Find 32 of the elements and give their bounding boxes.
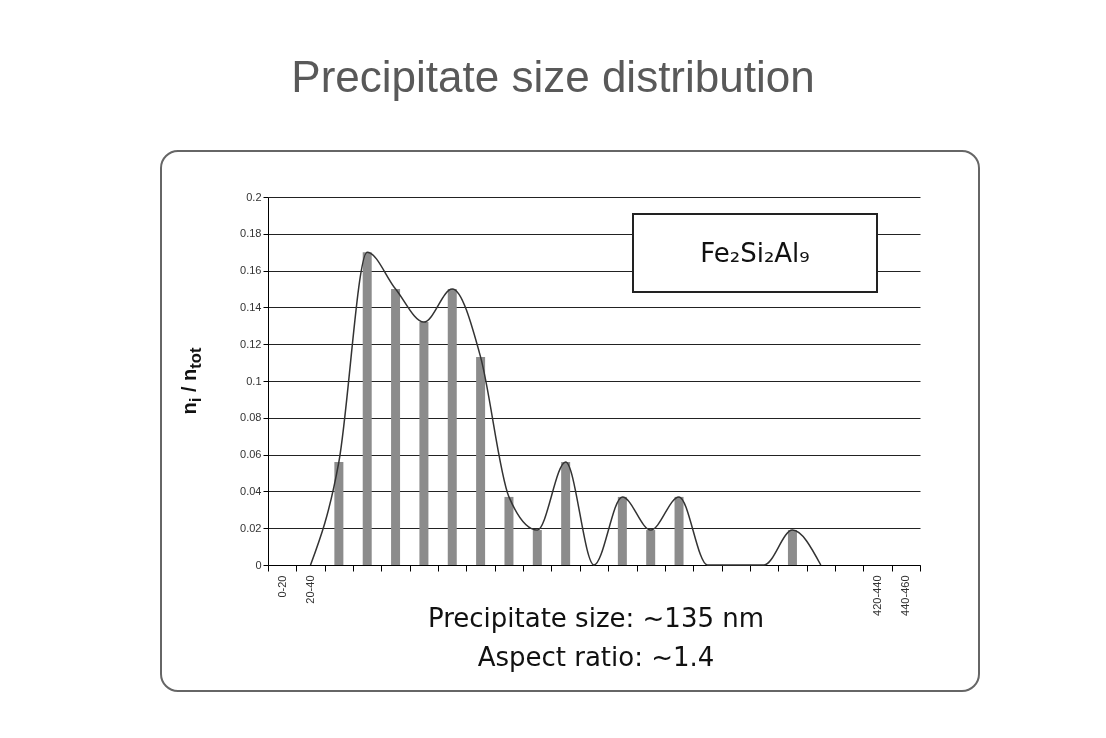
bar xyxy=(476,357,486,565)
label-box: Fe₂Si₂Al₉ xyxy=(632,213,878,293)
y-tick-label: 0.2 xyxy=(246,190,262,203)
bar xyxy=(561,461,571,565)
bar xyxy=(532,530,542,565)
bar xyxy=(646,530,656,565)
bar xyxy=(362,252,372,565)
text: Aspect ratio: ~1.4 xyxy=(477,642,715,672)
x-tick-label: 440-460 xyxy=(899,575,912,616)
bar xyxy=(787,530,797,565)
bar xyxy=(447,289,457,565)
bar xyxy=(504,496,514,565)
bar xyxy=(419,322,429,565)
text: Precipitate size: ~135 nm xyxy=(427,603,765,633)
y-tick-label: 0 xyxy=(255,558,262,571)
bar xyxy=(391,289,401,565)
y-tick-label: 0.08 xyxy=(240,411,262,424)
x-tick-label: 20-40 xyxy=(304,575,317,604)
x-tick-label: 0-20 xyxy=(275,575,288,598)
x-tick-label: 420-440 xyxy=(870,575,883,616)
bar xyxy=(674,496,684,565)
y-tick-label: 0.14 xyxy=(240,300,262,313)
chart-title: Precipitate size distribution xyxy=(290,52,816,102)
y-tick-label: 0.04 xyxy=(240,484,262,497)
y-tick-label: 0.1 xyxy=(246,374,262,387)
y-tick-label: 0.02 xyxy=(240,521,262,534)
y-tick-label: 0.16 xyxy=(240,264,262,277)
bar xyxy=(617,496,627,565)
y-tick-label: 0.06 xyxy=(240,448,262,461)
bar xyxy=(334,461,344,565)
y-tick-label: 0.12 xyxy=(240,337,262,350)
y-tick-label: 0.18 xyxy=(240,227,262,240)
